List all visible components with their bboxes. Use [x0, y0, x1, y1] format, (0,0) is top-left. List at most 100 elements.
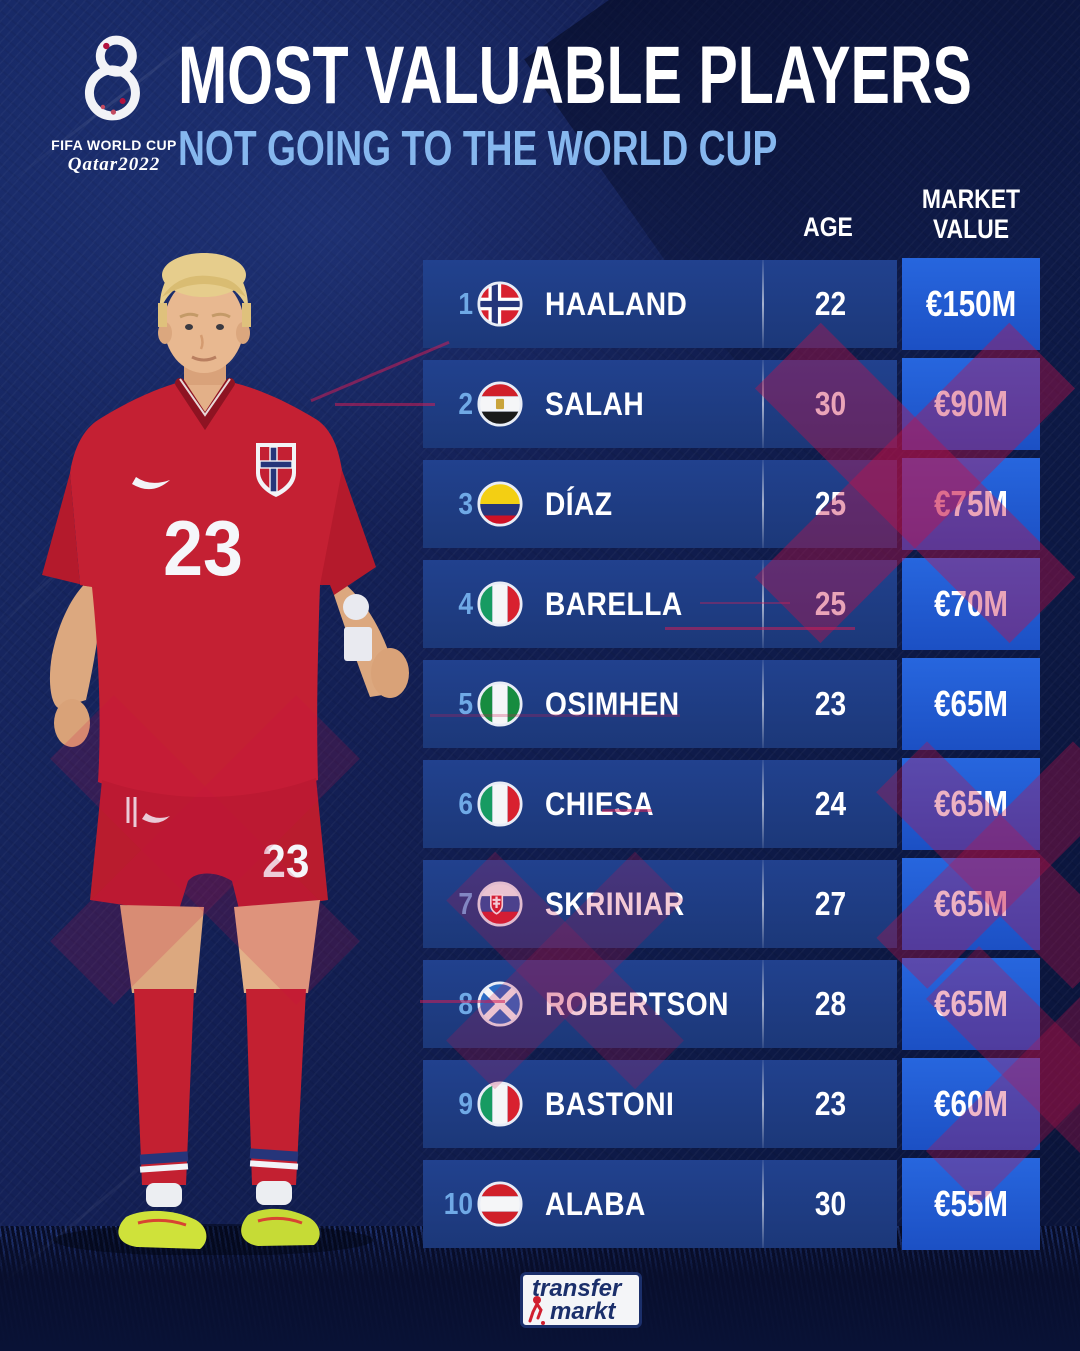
- market-value-label: €60M: [934, 1083, 1008, 1124]
- flag-italy-icon: [477, 781, 523, 827]
- rank-label: 10: [443, 1186, 473, 1221]
- column-divider: [762, 1060, 764, 1148]
- shirt-number: 23: [163, 504, 243, 591]
- haaland-photo: 23 23: [8, 245, 438, 1260]
- row-bar: 6 CHIESA 24: [423, 760, 897, 848]
- brand-player-icon: [528, 1296, 545, 1325]
- flag-austria-icon: [477, 1181, 523, 1227]
- market-value-label: €70M: [934, 583, 1008, 624]
- column-header-age: AGE: [803, 212, 853, 242]
- rank-label: 3: [458, 486, 473, 521]
- player-name: OSIMHEN: [545, 686, 680, 722]
- player-name: BASTONI: [545, 1086, 675, 1122]
- table-row: 3 DÍAZ 25 €75M: [423, 458, 1040, 550]
- player-name: CHIESA: [545, 786, 655, 822]
- page-subtitle: NOT GOING TO THE WORLD CUP: [178, 122, 778, 176]
- red-line: [700, 602, 790, 604]
- flag-nigeria-icon: [477, 681, 523, 727]
- row-bar: 5 OSIMHEN 23: [423, 660, 897, 748]
- flag-italy-icon: [477, 581, 523, 627]
- market-value-box: €90M: [902, 358, 1040, 450]
- qatar-2022-wordmark: Qatar2022: [67, 154, 161, 175]
- flag-slovakia-icon: [477, 881, 523, 927]
- row-bar: 7 SKRINIAR 27: [423, 860, 897, 948]
- column-divider: [762, 560, 764, 648]
- fifa-wordmark: FIFA WORLD CUP: [51, 137, 177, 153]
- market-value-label: €75M: [934, 483, 1008, 524]
- rank-label: 4: [458, 586, 473, 621]
- row-bar: 2 SALAH 30: [423, 360, 897, 448]
- rank-label: 1: [458, 286, 473, 321]
- red-line: [335, 403, 435, 406]
- column-divider: [762, 960, 764, 1048]
- rank-label: 6: [458, 786, 473, 821]
- column-header-market: MARKET: [921, 184, 1021, 214]
- market-value-label: €55M: [934, 1183, 1008, 1224]
- player-name: ROBERTSON: [545, 986, 729, 1022]
- table-row: 2 SALAH 30 €90M: [423, 358, 1040, 450]
- age-value: 27: [814, 885, 847, 922]
- row-bar: 1 HAALAND 22: [423, 260, 897, 348]
- market-value-label: €65M: [934, 783, 1008, 824]
- table-row: 9 BASTONI 23 €60M: [423, 1058, 1040, 1150]
- shorts-number: 23: [262, 836, 309, 887]
- red-line: [665, 627, 855, 630]
- table-row: 8 ROBERTSON 28 €65M: [423, 958, 1040, 1050]
- market-value-box: €150M: [902, 258, 1040, 350]
- rank-label: 8: [458, 986, 473, 1021]
- age-value: 22: [814, 285, 847, 322]
- column-divider: [762, 1160, 764, 1248]
- flag-colombia-icon: [477, 481, 523, 527]
- flag-scotland-icon: [477, 981, 523, 1027]
- market-value-box: €75M: [902, 458, 1040, 550]
- player-name: SKRINIAR: [545, 886, 685, 922]
- rank-label: 7: [458, 886, 473, 921]
- market-value-box: €65M: [902, 958, 1040, 1050]
- market-value-box: €65M: [902, 758, 1040, 850]
- flag-egypt-icon: [477, 381, 523, 427]
- market-value-label: €65M: [934, 983, 1008, 1024]
- market-value-box: €70M: [902, 558, 1040, 650]
- row-bar: 8 ROBERTSON 28: [423, 960, 897, 1048]
- table-row: 7 SKRINIAR 27 €65M: [423, 858, 1040, 950]
- age-value: 30: [814, 1185, 847, 1222]
- age-value: 23: [814, 1085, 847, 1122]
- brand-word-markt: markt: [550, 1298, 616, 1325]
- transfermarkt-logo: transfer markt: [520, 1272, 642, 1328]
- brand-word-transfer: transfer: [532, 1275, 622, 1302]
- player-name: ALABA: [545, 1186, 646, 1222]
- rank-label: 2: [458, 386, 473, 421]
- age-value: 28: [814, 985, 847, 1022]
- flag-italy-icon: [477, 1081, 523, 1127]
- column-divider: [762, 360, 764, 448]
- rank-label: 9: [458, 1086, 473, 1121]
- column-divider: [762, 860, 764, 948]
- rank-label: 5: [458, 686, 473, 721]
- market-value-label: €150M: [925, 283, 1017, 324]
- player-name: DÍAZ: [545, 486, 613, 522]
- table-row: 10 ALABA 30 €55M: [423, 1158, 1040, 1250]
- market-value-label: €90M: [934, 383, 1008, 424]
- table-row: 1 HAALAND 22 €150M: [423, 258, 1040, 350]
- red-line: [430, 714, 680, 717]
- row-bar: 9 BASTONI 23: [423, 1060, 897, 1148]
- age-value: 23: [814, 685, 847, 722]
- player-name: BARELLA: [545, 586, 683, 622]
- qatar-2022-emblem-icon: [84, 35, 140, 121]
- red-line: [602, 809, 652, 812]
- market-value-box: €65M: [902, 858, 1040, 950]
- fifa-world-cup-logo: FIFA WORLD CUP Qatar2022: [46, 26, 182, 176]
- table-row: 4 BARELLA 25 €70M: [423, 558, 1040, 650]
- table-row: 5 OSIMHEN 23 €65M: [423, 658, 1040, 750]
- market-value-box: €55M: [902, 1158, 1040, 1250]
- market-value-box: €60M: [902, 1058, 1040, 1150]
- flag-norway-icon: [477, 281, 523, 327]
- red-line: [420, 1000, 505, 1003]
- player-name: HAALAND: [545, 286, 688, 322]
- age-value: 25: [814, 485, 847, 522]
- market-value-box: €65M: [902, 658, 1040, 750]
- player-name: SALAH: [545, 386, 645, 422]
- column-divider: [762, 760, 764, 848]
- row-bar: 10 ALABA 30: [423, 1160, 897, 1248]
